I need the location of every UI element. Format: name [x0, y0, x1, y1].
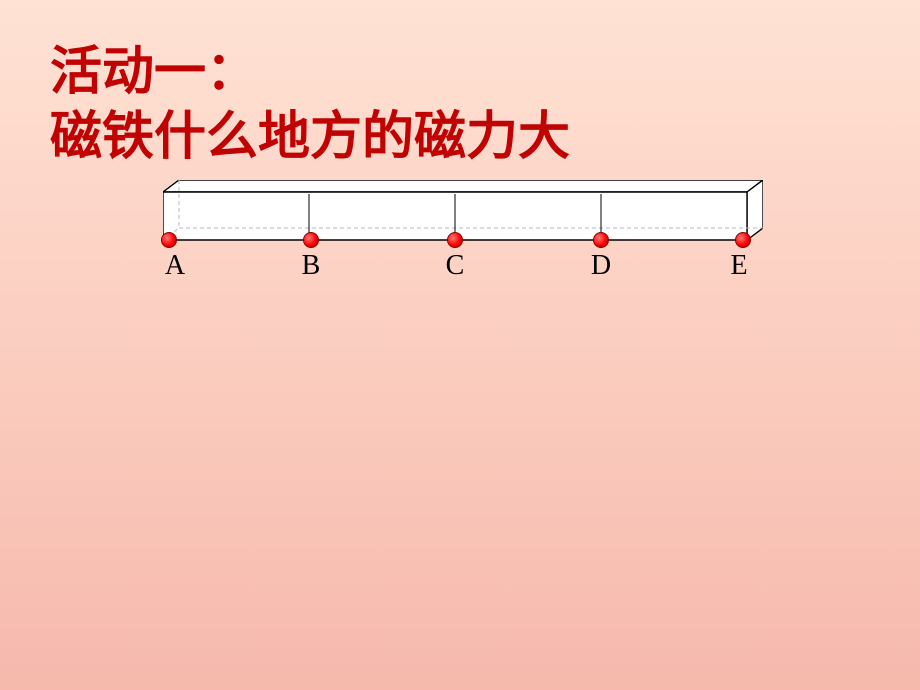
slide-page: 活动一： 磁铁什么地方的磁力大 A B C D E: [0, 0, 920, 690]
point-D: [593, 232, 609, 248]
slide-heading: 活动一： 磁铁什么地方的磁力大: [50, 40, 570, 170]
bar-magnet-diagram: A B C D E: [163, 180, 763, 300]
point-label-B: B: [302, 250, 321, 282]
point-C: [447, 232, 463, 248]
heading-line-2: 磁铁什么地方的磁力大: [50, 105, 570, 170]
point-A: [161, 232, 177, 248]
point-B: [303, 232, 319, 248]
heading-line-1: 活动一：: [50, 40, 570, 105]
point-label-A: A: [165, 250, 185, 282]
point-E: [735, 232, 751, 248]
point-label-E: E: [730, 250, 747, 282]
point-label-C: C: [446, 250, 465, 282]
point-label-D: D: [591, 250, 611, 282]
